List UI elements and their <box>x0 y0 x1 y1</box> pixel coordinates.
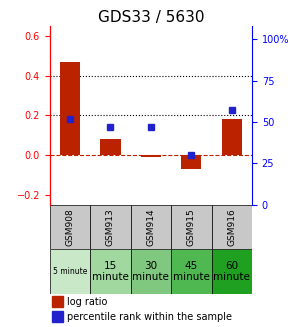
Bar <box>90 205 131 250</box>
Text: GSM914: GSM914 <box>146 208 155 246</box>
Bar <box>52 311 63 322</box>
Text: time: time <box>0 326 1 327</box>
Text: percentile rank within the sample: percentile rank within the sample <box>67 312 232 321</box>
Bar <box>222 119 242 155</box>
Bar <box>50 250 90 294</box>
Bar <box>90 250 131 294</box>
Bar <box>212 205 252 250</box>
Text: GSM908: GSM908 <box>66 208 74 246</box>
Text: 60
minute: 60 minute <box>213 261 250 283</box>
Text: GSM913: GSM913 <box>106 208 115 246</box>
Text: 15
minute: 15 minute <box>92 261 129 283</box>
Bar <box>171 205 212 250</box>
Bar <box>100 139 121 155</box>
Bar <box>171 250 212 294</box>
Text: 5 minute: 5 minute <box>53 267 87 276</box>
Text: GSM915: GSM915 <box>187 208 196 246</box>
Text: 45
minute: 45 minute <box>173 261 210 283</box>
Bar <box>131 205 171 250</box>
Bar <box>131 250 171 294</box>
Text: GSM916: GSM916 <box>227 208 236 246</box>
Bar <box>141 155 161 157</box>
Text: log ratio: log ratio <box>67 297 107 307</box>
Bar <box>212 250 252 294</box>
Title: GDS33 / 5630: GDS33 / 5630 <box>98 10 204 25</box>
Bar <box>50 205 90 250</box>
Bar <box>181 155 202 169</box>
Bar <box>52 296 63 307</box>
Bar <box>60 62 80 155</box>
Text: 30
minute: 30 minute <box>132 261 169 283</box>
